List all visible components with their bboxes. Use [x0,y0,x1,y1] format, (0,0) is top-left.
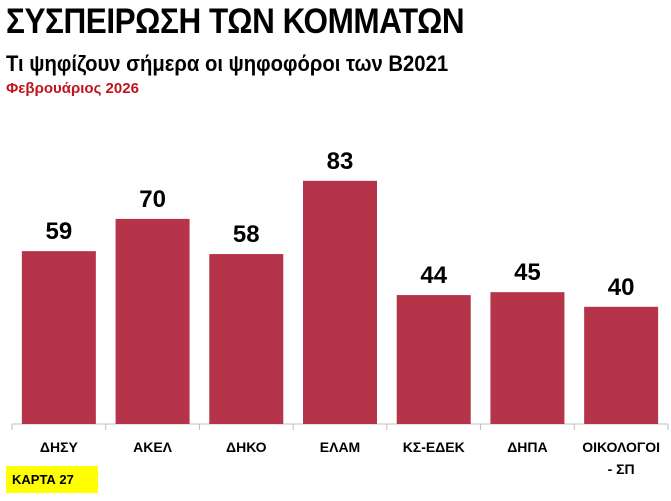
category-label: ΚΣ-ΕΔΕΚ [403,439,465,455]
data-label: 45 [514,259,541,286]
category-label: ΔΗΠΑ [507,439,547,455]
bar [396,295,471,424]
bar [21,251,96,424]
category-label: ΑΚΕΛ [133,439,173,455]
date-label: Φεβρουάριος 2026 [6,80,139,97]
data-label: 58 [233,221,260,248]
subtitle: Τι ψηφίζουν σήμερα οι ψηφοφόροι των Β202… [6,51,449,76]
page-title: ΣΥΣΠΕΙΡΩΣΗ ΤΩΝ ΚΟΜΜΑΤΩΝ [6,2,465,41]
bar [584,306,659,424]
data-label: 59 [46,218,73,245]
card-badge: ΚΑΡΤΑ 27 [6,466,98,493]
data-label: 44 [420,262,447,289]
data-label: 40 [608,274,635,301]
bar [209,254,284,424]
category-label: ΟΙΚΟΛΟΓΟΙ [582,439,660,455]
category-label: ΔΗΚΟ [226,439,267,455]
data-label: 83 [327,148,354,175]
category-label: ΕΛΑΜ [320,439,360,455]
bar [303,180,377,424]
category-label: - ΣΠ [608,461,635,477]
category-label: ΔΗΣΥ [40,439,79,455]
data-label: 70 [139,186,166,213]
bar [490,292,565,424]
bar [115,218,190,424]
